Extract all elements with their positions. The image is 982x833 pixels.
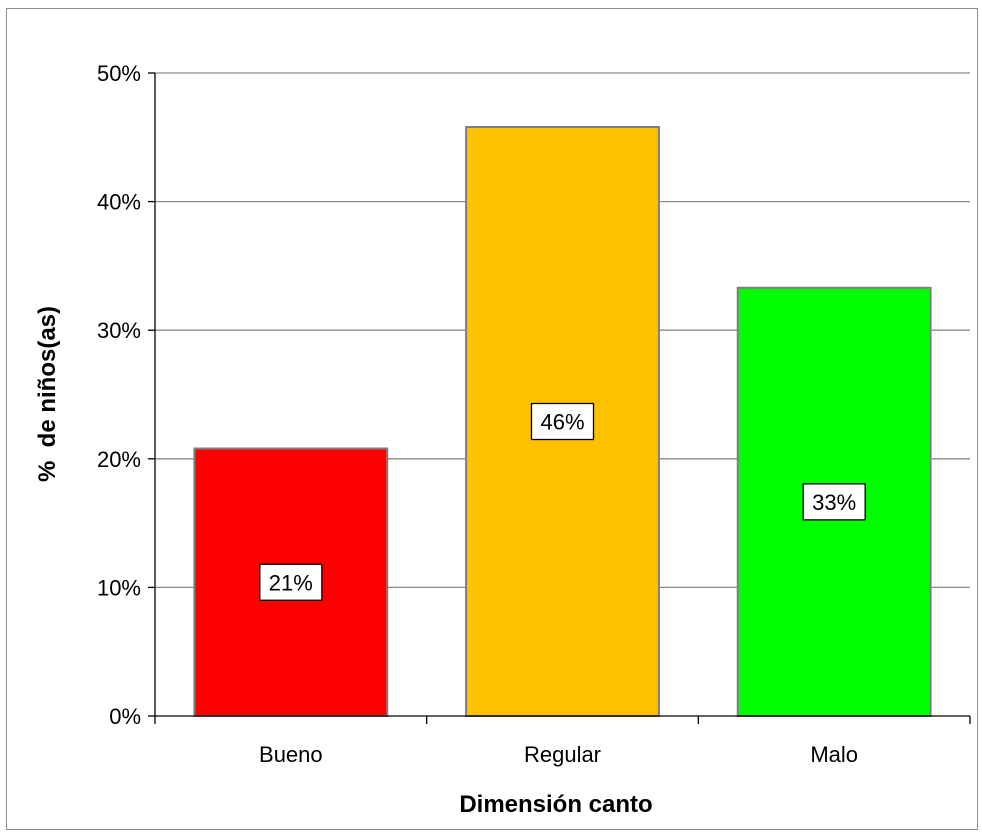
x-tick-labels: Bueno Regular Malo: [259, 742, 858, 767]
data-labels: 21% 46% 33%: [259, 402, 866, 601]
y-tick-label: 40%: [97, 190, 141, 215]
y-tick-label: 10%: [97, 575, 141, 600]
x-tick-label: Bueno: [259, 742, 323, 767]
y-tick-labels: 0% 10% 20% 30% 40% 50%: [97, 61, 141, 729]
data-label-box: [530, 402, 595, 441]
x-axis-title: Dimensión canto: [459, 791, 652, 818]
bars: [193, 126, 932, 717]
y-tick-label: 0%: [109, 704, 141, 729]
data-label-box: [802, 483, 866, 521]
y-tick-label: 30%: [97, 318, 141, 343]
data-label: 21%: [269, 570, 313, 595]
axes: [148, 72, 971, 724]
y-tick-label: 50%: [97, 61, 141, 86]
y-axis-title: % de niños(as): [34, 306, 61, 482]
data-label-box: [259, 563, 323, 601]
data-label: 33%: [812, 490, 856, 515]
data-label: 46%: [540, 410, 584, 435]
x-tick-label: Malo: [810, 742, 858, 767]
x-tick-label: Regular: [524, 742, 601, 767]
y-tick-label: 20%: [97, 447, 141, 472]
